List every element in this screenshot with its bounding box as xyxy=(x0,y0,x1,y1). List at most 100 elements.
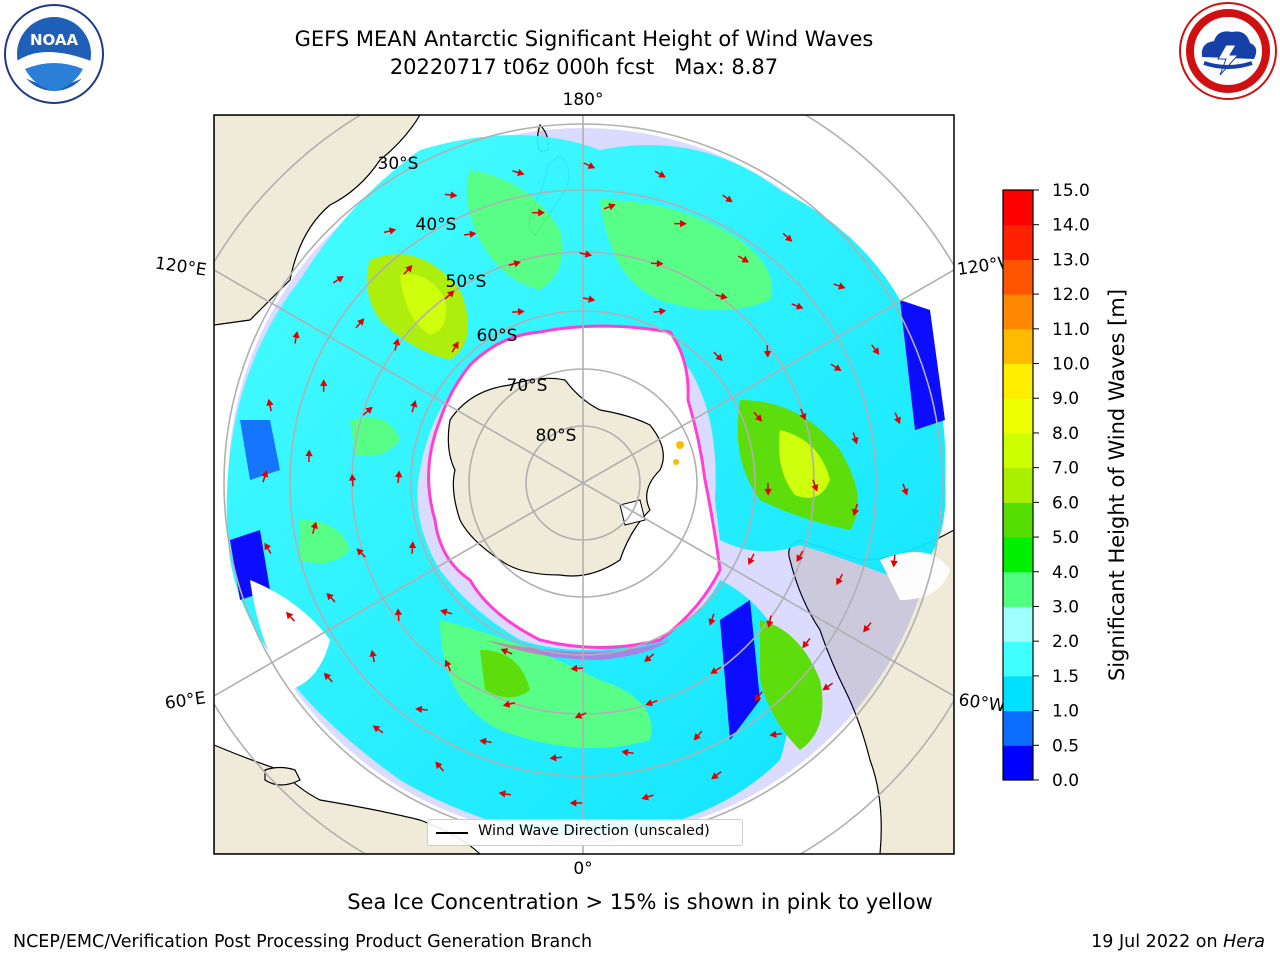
wave-arrow-head xyxy=(659,307,667,316)
wave-arrow-head xyxy=(851,508,860,517)
colorbar-tick-label: 13.0 xyxy=(1052,250,1090,270)
wave-arrow-head xyxy=(365,406,373,414)
wave-arrow-head xyxy=(802,640,810,649)
colorbar-swatch xyxy=(1003,502,1033,538)
wave-arrow-head xyxy=(435,761,443,769)
antarctica-land xyxy=(447,377,664,577)
wave-arrow-head xyxy=(851,436,859,445)
wave-arrow-head xyxy=(415,705,423,714)
wave-arrow-head xyxy=(720,292,728,300)
colorbar-frame xyxy=(1002,189,1034,781)
colorbar-swatch xyxy=(1003,259,1033,295)
wave-arrow-head xyxy=(872,347,880,355)
wind-wave-arrows xyxy=(261,162,909,807)
colorbar-swatch xyxy=(1003,467,1033,503)
wave-arrow-head xyxy=(392,338,400,346)
wave-arrow-head xyxy=(641,793,649,801)
wave-arrow-head xyxy=(784,234,793,242)
colorbar-tick-label: 1.0 xyxy=(1052,702,1079,722)
graticule xyxy=(214,115,954,854)
wave-arrow-head xyxy=(498,790,506,798)
wave-arrow-head xyxy=(711,772,719,780)
colorbar-tick-label: 0.5 xyxy=(1052,736,1079,756)
wave-arrow-head xyxy=(799,412,807,421)
colorbar-tick-label: 12.0 xyxy=(1052,285,1090,305)
nws-logo xyxy=(1179,2,1277,100)
wave-arrow-head xyxy=(440,608,448,616)
wave-arrow-head xyxy=(811,484,819,492)
colorbar-tick-label: 4.0 xyxy=(1052,563,1079,583)
wave-field xyxy=(226,128,950,838)
lat-label-60s: 60°S xyxy=(477,326,518,346)
wave-arrow-head xyxy=(621,748,629,757)
wave-arrow-head xyxy=(357,318,365,326)
wave-arrow-head xyxy=(656,259,664,268)
wave-arrow-head xyxy=(479,737,487,746)
wave-arrow-head xyxy=(447,290,455,298)
colorbar-tick-label: 10.0 xyxy=(1052,355,1090,375)
wave-arrow-head xyxy=(570,664,578,673)
colorbar-swatch xyxy=(1003,328,1033,365)
noaa-logo-text: NOAA xyxy=(30,31,79,49)
wave-arrow-head xyxy=(608,203,616,211)
wave-arrow-head xyxy=(369,649,377,658)
colorbar-swatch xyxy=(1003,675,1033,712)
wave-arrow-head xyxy=(502,700,511,708)
noaa-logo: NOAA xyxy=(4,4,104,104)
wave-arrow-head xyxy=(766,620,774,628)
wave-arrow-head xyxy=(388,227,397,235)
wave-arrow-head xyxy=(261,470,269,478)
wave-arrow-head xyxy=(569,799,577,807)
wave-arrow-head xyxy=(754,694,762,702)
colorbar-swatch xyxy=(1003,641,1033,677)
lat-label-50s: 50°S xyxy=(446,272,487,292)
colorbar-tick-label: 11.0 xyxy=(1052,320,1090,340)
colorbar-swatch xyxy=(1003,745,1033,781)
colorbar-swatch xyxy=(1003,537,1033,573)
lat-label-30s: 30°S xyxy=(378,154,419,174)
wave-arrow-head xyxy=(836,577,843,586)
map-legend: Wind Wave Direction (unscaled) xyxy=(427,819,743,846)
wave-arrow-head xyxy=(326,592,334,601)
colorbar-tick-label: 3.0 xyxy=(1052,597,1079,617)
colorbar-tick-label: 1.5 xyxy=(1052,667,1079,687)
colorbar-tick-label: 9.0 xyxy=(1052,389,1079,409)
lon-label-60e: 60°E xyxy=(164,688,207,713)
colorbar-swatch xyxy=(1003,710,1033,746)
chart-subtitle: 20220717 t06z 000h fcst Max: 8.87 xyxy=(389,55,779,79)
wave-arrow-head xyxy=(710,667,718,674)
wave-arrow-head xyxy=(574,711,583,719)
wave-arrow-head xyxy=(266,398,274,407)
wave-arrow-head xyxy=(763,350,772,358)
wave-arrow-head xyxy=(715,353,723,362)
wave-arrow-head xyxy=(680,219,687,228)
wave-arrow-head xyxy=(644,654,652,663)
colorbar-swatch xyxy=(1003,294,1033,330)
colorbar-tick-label: 2.0 xyxy=(1052,632,1079,652)
lon-label-120e: 120°E xyxy=(154,254,208,281)
colorbar-swatch xyxy=(1003,190,1033,226)
wave-arrow-head xyxy=(323,672,332,681)
wave-arrow-head xyxy=(310,521,318,530)
wave-arrow-head xyxy=(901,488,909,496)
wave-arrow-head xyxy=(584,250,593,258)
wave-arrow-head xyxy=(725,195,733,203)
wave-arrow-head xyxy=(658,170,666,178)
wave-arrow-head xyxy=(394,608,403,616)
colorbar-swatch xyxy=(1003,363,1033,399)
wave-arrow-head xyxy=(838,282,846,290)
wave-arrow-head xyxy=(405,265,413,273)
wave-arrow-head xyxy=(890,560,898,568)
wave-arrow-head xyxy=(708,618,716,626)
wave-arrow-head xyxy=(822,683,831,691)
wave-arrow-head xyxy=(754,414,763,422)
wave-arrow-head xyxy=(894,416,901,425)
wave-arrow-head xyxy=(372,725,381,733)
wave-arrow-head xyxy=(450,191,458,199)
wave-arrow-head xyxy=(741,255,750,263)
footer-date: 19 Jul 2022 on Hera xyxy=(1091,932,1265,952)
legend-line-sample xyxy=(436,832,468,834)
wave-arrow-head xyxy=(769,730,777,739)
wave-arrow-head xyxy=(549,754,557,762)
wave-arrow-head xyxy=(587,162,596,169)
